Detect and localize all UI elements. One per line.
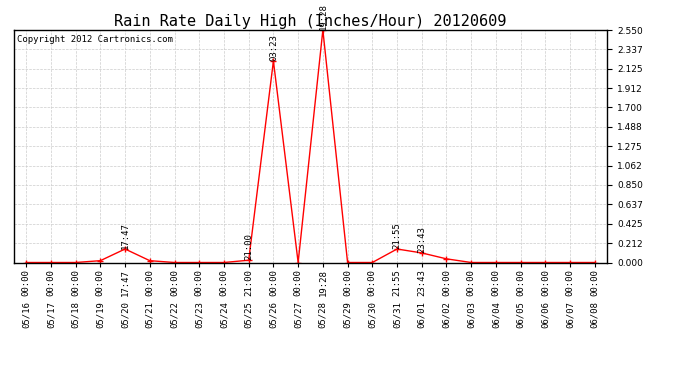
Text: 23:43: 23:43: [417, 226, 426, 253]
Text: Copyright 2012 Cartronics.com: Copyright 2012 Cartronics.com: [17, 34, 172, 44]
Title: Rain Rate Daily High (Inches/Hour) 20120609: Rain Rate Daily High (Inches/Hour) 20120…: [115, 14, 506, 29]
Text: 03:23: 03:23: [269, 34, 278, 61]
Text: 21:00: 21:00: [244, 233, 253, 260]
Text: 17:47: 17:47: [121, 222, 130, 249]
Text: 19:28: 19:28: [318, 3, 327, 30]
Text: 21:55: 21:55: [393, 222, 402, 249]
